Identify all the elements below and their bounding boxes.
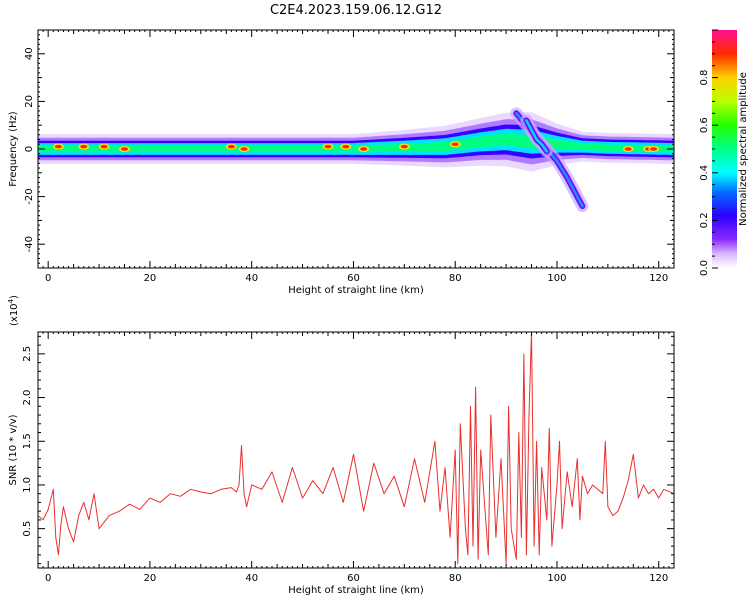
hotspot bbox=[360, 147, 368, 151]
spectrogram-ytick-label: 20 bbox=[24, 95, 35, 108]
hotspot bbox=[80, 144, 88, 149]
snr-xtick-label: 60 bbox=[347, 573, 360, 584]
spectrogram-ytick-label: -20 bbox=[24, 188, 35, 204]
hotspot bbox=[100, 144, 108, 149]
colorbar-tick-label: 0.6 bbox=[699, 117, 710, 133]
spectrogram-xlabel: Height of straight line (km) bbox=[288, 285, 424, 296]
snr-xtick-label: 80 bbox=[449, 573, 462, 584]
snr-xtick-label: 40 bbox=[245, 573, 258, 584]
hotspot bbox=[240, 147, 248, 151]
spectrogram-xtick-label: 100 bbox=[547, 273, 566, 284]
snr-ytick-label: 2.0 bbox=[22, 390, 33, 406]
hotspot bbox=[624, 147, 632, 151]
snr-series-line bbox=[38, 332, 674, 565]
spectrogram-ytick-label: 0 bbox=[24, 146, 35, 152]
colorbar-label: Normalized spectral amplitude bbox=[738, 72, 749, 226]
branch-center bbox=[525, 119, 549, 153]
hotspot bbox=[120, 147, 128, 151]
snr-xtick-label: 20 bbox=[144, 573, 157, 584]
snr-background bbox=[38, 332, 674, 568]
snr-ytick-label: 0.5 bbox=[22, 521, 33, 537]
spectrogram-xtick-label: 0 bbox=[45, 273, 51, 284]
spectrogram-ytick-label: -40 bbox=[24, 236, 35, 252]
snr-multiplier: (x104) bbox=[7, 295, 20, 326]
spectrogram-ylabel: Frequency (Hz) bbox=[8, 111, 19, 187]
snr-xtick-label: 0 bbox=[45, 573, 51, 584]
spectrogram-xtick-label: 60 bbox=[347, 273, 360, 284]
spectrogram-xtick-label: 80 bbox=[449, 273, 462, 284]
hotspot bbox=[451, 142, 459, 147]
spectrogram-xtick-label: 20 bbox=[144, 273, 157, 284]
colorbar-tick-label: 0.8 bbox=[699, 70, 710, 86]
colorbar: 0.0 0.2 0.4 0.6 0.8 Normalized spectral ampl… bbox=[699, 29, 749, 276]
hotspot bbox=[54, 144, 62, 149]
snr-xtick-label: 100 bbox=[547, 573, 566, 584]
spectrogram-ytick-label: 40 bbox=[24, 47, 35, 60]
snr-panel: 0 20 40 60 80 100 120 0.5 1.0 1.5 2.0 2.5 Height of… bbox=[7, 295, 675, 596]
colorbar-tick-label: 0.0 bbox=[699, 260, 710, 276]
hotspot bbox=[324, 144, 332, 149]
snr-xtick-label: 120 bbox=[649, 573, 668, 584]
hotspot bbox=[342, 144, 350, 149]
spectrogram-xtick-label: 120 bbox=[649, 273, 668, 284]
hotspot bbox=[650, 147, 658, 151]
hotspot bbox=[227, 144, 235, 149]
snr-ytick-label: 1.5 bbox=[22, 433, 33, 449]
figure-title: C2E4.2023.159.06.12.G12 bbox=[270, 3, 442, 18]
hotspot bbox=[400, 144, 408, 149]
spectrogram-xtick-label: 40 bbox=[245, 273, 258, 284]
snr-xlabel: Height of straight line (km) bbox=[288, 585, 424, 596]
snr-ytick-label: 1.0 bbox=[22, 477, 33, 493]
colorbar-tick-label: 0.4 bbox=[699, 165, 710, 181]
colorbar-tick-label: 0.2 bbox=[699, 212, 710, 228]
snr-ytick-label: 2.5 bbox=[22, 346, 33, 362]
ridge-band-green bbox=[38, 133, 674, 153]
spectrogram-panel: 0 20 40 60 80 100 120 -40 -20 0 20 40 Height of str… bbox=[8, 29, 675, 296]
colorbar-gradient bbox=[712, 30, 737, 268]
snr-ylabel: SNR (10 * v/v) bbox=[8, 414, 19, 485]
